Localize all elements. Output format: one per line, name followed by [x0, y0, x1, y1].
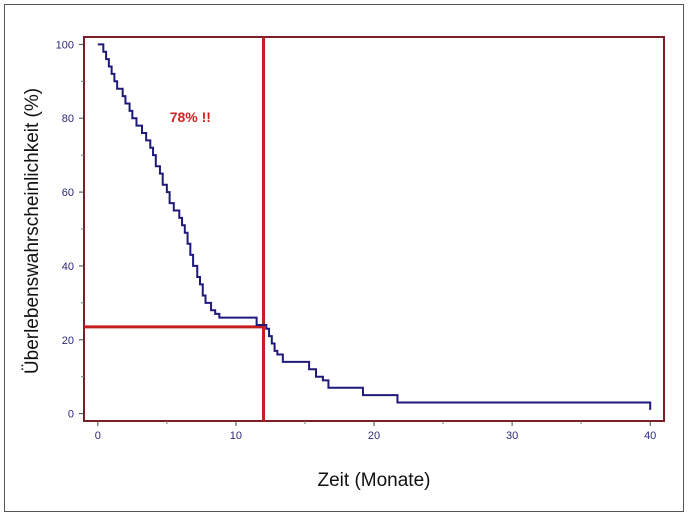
y-tick-label: 80 — [62, 113, 74, 125]
x-tick-label: 0 — [95, 430, 101, 442]
y-tick-label: 60 — [62, 187, 74, 199]
x-tick-label: 20 — [368, 430, 380, 442]
y-axis-title: Überlebenswahrscheinlichkeit (%) — [22, 88, 43, 374]
survival-curve — [97, 43, 652, 410]
reference-lines — [84, 37, 266, 421]
annotation-78-percent: 78% !! — [170, 109, 211, 125]
axis-ticks: 0 10 20 30 40 0 20 40 60 80 100 — [56, 39, 657, 442]
plot-area-border — [83, 36, 665, 422]
y-tick-label: 0 — [68, 409, 74, 421]
y-tick-label: 100 — [56, 39, 74, 51]
x-tick-label: 30 — [506, 430, 518, 442]
x-axis-title: Zeit (Monate) — [318, 470, 431, 491]
x-tick-label: 10 — [230, 430, 242, 442]
x-tick-label: 40 — [644, 430, 656, 442]
y-tick-label: 40 — [62, 261, 74, 273]
y-tick-label: 20 — [62, 335, 74, 347]
